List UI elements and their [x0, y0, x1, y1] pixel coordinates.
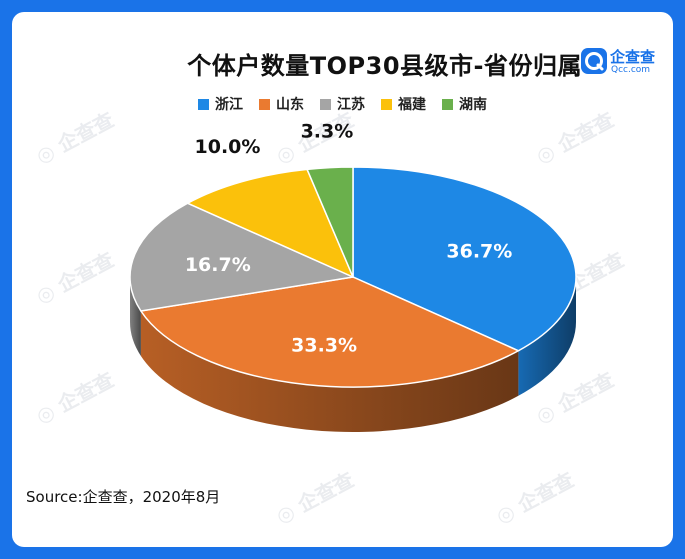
pie-slice-福建: [185, 168, 355, 279]
data-label: 10.0%: [195, 136, 261, 158]
legend-swatch: [381, 98, 392, 110]
pie-slice-江苏: [129, 202, 356, 312]
data-label: 3.3%: [301, 120, 354, 142]
pie-side-浙江: [518, 277, 576, 396]
chart-card: ◎ 企查查 ◎ 企查查 ◎ 企查查 ◎ 企查查 ◎ 企查查 ◎ 企查查 ◎ 企查…: [12, 12, 673, 547]
logo-domain: Qcc.com: [611, 65, 651, 75]
pie-slice-山东: [139, 276, 521, 388]
data-label: 36.7%: [446, 240, 512, 262]
logo-name: 企查查: [610, 48, 656, 66]
legend-item: 山东: [259, 94, 304, 114]
legend-item: 浙江: [198, 94, 243, 114]
legend-label: 山东: [276, 97, 304, 113]
chart-title: 个体户数量TOP30县级市-省份归属: [187, 52, 582, 80]
qcc-logo-icon: [581, 48, 607, 74]
legend-label: 福建: [398, 97, 426, 113]
legend-swatch: [442, 98, 453, 110]
legend-label: 江苏: [337, 97, 365, 113]
legend-label: 浙江: [215, 97, 243, 113]
legend: 浙江 山东 江苏 福建 湖南: [12, 94, 673, 114]
data-label: 16.7%: [185, 254, 251, 276]
source-note: Source:企查查，2020年8月: [26, 488, 221, 506]
pie-side-江苏: [130, 277, 141, 356]
legend-swatch: [259, 98, 270, 110]
data-label: 33.3%: [291, 335, 357, 357]
legend-item: 湖南: [442, 94, 487, 114]
legend-swatch: [198, 98, 209, 110]
pie-chart: 36.7% 33.3% 16.7% 10.0% 3.3%: [129, 120, 577, 432]
pie-slice-浙江: [352, 166, 577, 352]
legend-swatch: [320, 98, 331, 110]
legend-label: 湖南: [459, 97, 487, 113]
legend-item: 江苏: [320, 94, 365, 114]
pie-side-山东: [140, 310, 519, 432]
qcc-logo: 企查查 Qcc.com: [580, 45, 670, 81]
pie-slice-湖南: [306, 166, 354, 278]
legend-item: 福建: [381, 94, 426, 114]
